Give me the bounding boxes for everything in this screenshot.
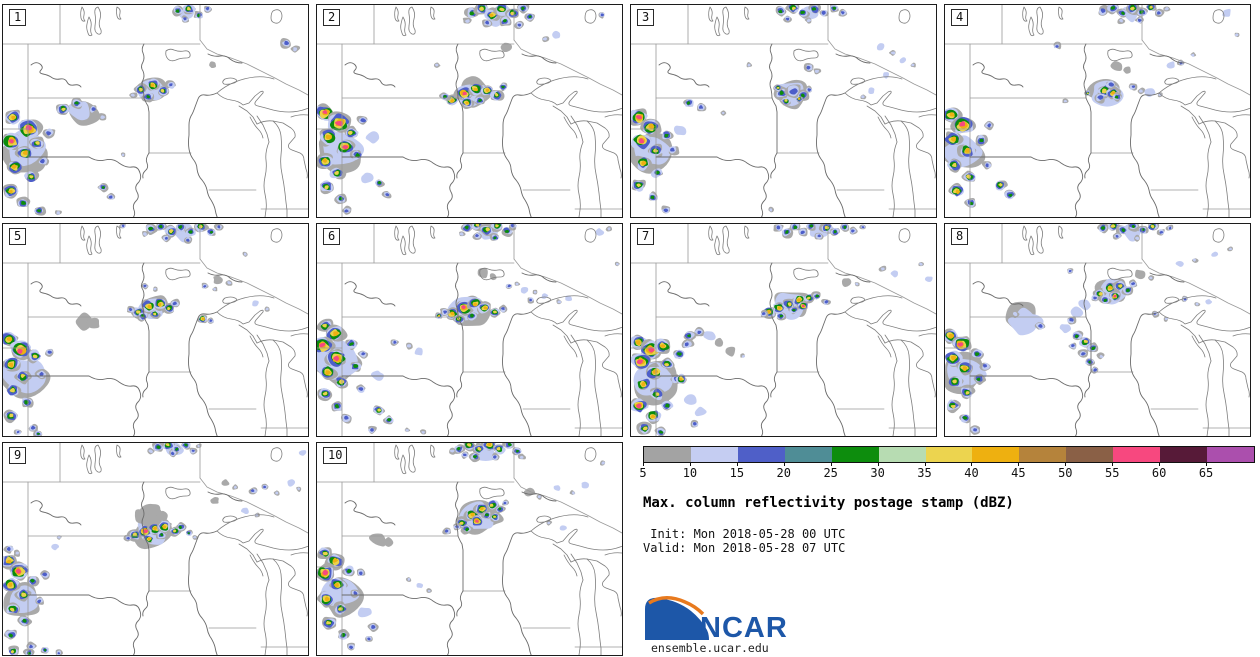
ensemble-panel-2: 2 <box>316 4 623 218</box>
panel-number-label: 8 <box>951 228 969 245</box>
colorbar-tick-label: 30 <box>870 466 885 480</box>
ncar-logo: NCAR <box>645 596 788 642</box>
colorbar-tickmark <box>830 463 832 466</box>
colorbar-segment <box>1113 447 1161 462</box>
ensemble-panel-1: 1 <box>2 4 309 218</box>
panel-number-label: 9 <box>9 447 27 464</box>
ensemble-panel-4: 4 <box>944 4 1251 218</box>
colorbar-tickmark <box>971 463 973 466</box>
panel-number-label: 1 <box>9 9 27 26</box>
colorbar-tick-label: 50 <box>1058 466 1073 480</box>
colorbar-tick-label: 20 <box>776 466 791 480</box>
colorbar-tickmark <box>689 463 691 466</box>
panel-map <box>317 5 622 217</box>
reflectivity-layer <box>317 224 620 435</box>
colorbar-tickmark <box>1112 463 1114 466</box>
ensemble-panel-10: 10 <box>316 442 623 656</box>
panel-number-label: 7 <box>637 228 655 245</box>
init-time-label: Init: Mon 2018-05-28 00 UTC <box>643 527 846 541</box>
panel-map <box>3 5 308 217</box>
reflectivity-layer <box>3 5 301 216</box>
colorbar-segment <box>644 447 691 462</box>
colorbar-tickmark <box>643 463 644 466</box>
colorbar-tick-label: 40 <box>964 466 979 480</box>
panel-map <box>3 443 308 655</box>
colorbar-tickmark <box>736 463 738 466</box>
ensemble-panel-5: 5 <box>2 223 309 437</box>
panel-number-label: 3 <box>637 9 655 26</box>
colorbar-segment <box>690 447 738 462</box>
colorbar-tick-label: 60 <box>1151 466 1167 480</box>
legend-block: 5 10 15 20 25 30 35 40 45 50 55 60 65 <box>639 443 1255 481</box>
reflectivity-layer <box>3 443 307 655</box>
reflectivity-colorbar <box>643 446 1255 463</box>
colorbar-segment <box>1066 447 1114 462</box>
reflectivity-layer <box>631 224 933 436</box>
colorbar-segment <box>878 447 926 462</box>
panel-map <box>317 224 622 436</box>
panel-map <box>3 224 308 436</box>
colorbar-tick-label: 65 <box>1198 466 1214 480</box>
ensemble-panel-6: 6 <box>316 223 623 437</box>
panel-map <box>631 224 936 436</box>
colorbar-tick-label: 45 <box>1011 466 1026 480</box>
colorbar-tick-label: 35 <box>917 466 932 480</box>
ensemble-panel-3: 3 <box>630 4 937 218</box>
panel-map <box>317 443 622 655</box>
panel-number-label: 5 <box>9 228 27 245</box>
colorbar-segment <box>784 447 832 462</box>
reflectivity-layer <box>945 5 1240 208</box>
colorbar-tickmark <box>1159 463 1161 466</box>
colorbar-segment <box>737 447 785 462</box>
colorbar-tickmark <box>1206 463 1208 466</box>
ncar-logo-text: NCAR <box>700 612 788 642</box>
reflectivity-layer <box>317 443 606 651</box>
plot-title: Max. column reflectivity postage stamp (… <box>643 495 1014 511</box>
panel-number-label: 6 <box>323 228 341 245</box>
panel-number-label: 2 <box>323 9 341 26</box>
reflectivity-layer <box>631 5 916 214</box>
reflectivity-layer <box>945 224 1233 435</box>
panel-map <box>945 5 1250 217</box>
panel-map <box>945 224 1250 436</box>
colorbar-tickmark <box>1065 463 1067 466</box>
colorbar-segment <box>925 447 973 462</box>
colorbar-tick-label: 55 <box>1104 466 1120 480</box>
ensemble-panel-7: 7 <box>630 223 937 437</box>
colorbar-tick-label: 25 <box>823 466 838 480</box>
colorbar-ticks: 5 10 15 20 25 30 35 40 45 50 55 60 65 <box>639 463 1253 481</box>
panel-number-label: 4 <box>951 9 969 26</box>
colorbar-tick-label: 10 <box>682 466 698 480</box>
reflectivity-layer <box>317 5 605 215</box>
ensemble-panel-8: 8 <box>944 223 1251 437</box>
panel-number-label: 10 <box>323 447 348 464</box>
colorbar-tickmark <box>783 463 785 466</box>
colorbar-tickmark <box>924 463 926 466</box>
colorbar-segment <box>972 447 1020 462</box>
colorbar-segment <box>1160 447 1208 462</box>
colorbar-tick-label: 15 <box>729 466 745 480</box>
colorbar-segment <box>1207 447 1254 462</box>
colorbar-tickmark <box>1018 463 1020 466</box>
valid-time-label: Valid: Mon 2018-05-28 07 UTC <box>643 541 846 555</box>
panel-map <box>631 5 936 217</box>
colorbar-segment <box>831 447 879 462</box>
ncar-orange-arc <box>648 596 705 616</box>
ensemble-panel-9: 9 <box>2 442 309 656</box>
colorbar-segment <box>1019 447 1067 462</box>
colorbar-tick-label: 5 <box>639 466 647 480</box>
logo-url: ensemble.ucar.edu <box>651 641 769 655</box>
colorbar-tickmark <box>877 463 879 466</box>
reflectivity-layer <box>3 224 270 436</box>
ncar-swoosh-shape <box>645 597 709 640</box>
